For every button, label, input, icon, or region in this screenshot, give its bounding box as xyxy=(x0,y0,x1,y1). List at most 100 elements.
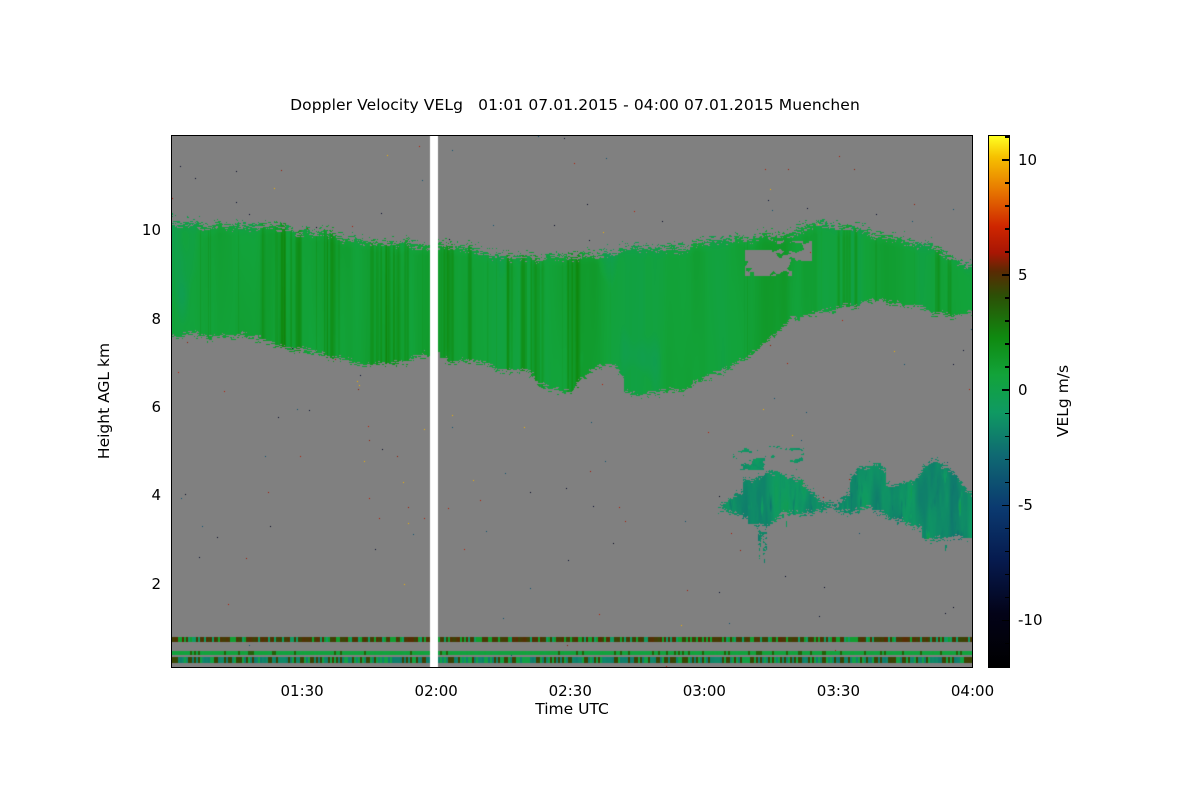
x-tick-top xyxy=(547,135,549,136)
y-tick-right xyxy=(972,516,973,518)
y-tick-right xyxy=(972,229,973,231)
y-tick-minor xyxy=(171,141,172,143)
x-tick-top xyxy=(860,135,862,136)
x-tick-top xyxy=(591,135,593,136)
y-tick-minor xyxy=(171,560,172,562)
x-tick-top xyxy=(949,135,951,136)
y-tick-minor xyxy=(171,185,172,187)
x-tick-top xyxy=(681,135,683,136)
colorbar-tick xyxy=(1005,251,1009,253)
colorbar-tick xyxy=(1005,320,1009,322)
y-tick-minor xyxy=(171,472,172,474)
x-tick-minor xyxy=(927,667,929,668)
colorbar-tick-label: 10 xyxy=(1018,150,1038,169)
x-tick-top xyxy=(837,135,839,136)
x-tick-minor xyxy=(949,667,951,668)
y-tick-minor xyxy=(171,361,172,363)
y-tick-right xyxy=(972,163,973,165)
x-tick-top xyxy=(927,135,929,136)
x-tick-minor xyxy=(636,667,638,668)
colorbar-tick xyxy=(1005,458,1009,461)
x-tick-label: 03:00 xyxy=(682,682,726,700)
y-tick-label: 8 xyxy=(151,309,161,328)
x-tick-minor xyxy=(256,667,258,668)
x-tick-top xyxy=(457,135,459,136)
y-tick-right xyxy=(972,273,973,275)
y-tick-right xyxy=(972,560,973,562)
y-tick-right xyxy=(972,207,973,209)
y-tick-right xyxy=(972,251,973,253)
x-tick-minor xyxy=(368,667,370,668)
x-tick-minor xyxy=(904,667,906,668)
colorbar-tick xyxy=(1005,136,1009,138)
y-tick-label: 6 xyxy=(151,397,161,416)
x-tick-major xyxy=(301,667,303,668)
x-tick-top xyxy=(636,135,638,136)
y-tick-minor xyxy=(171,163,172,165)
colorbar-tick xyxy=(1005,182,1009,184)
colorbar-tick xyxy=(1002,159,1009,161)
plot-title: Doppler Velocity VELg 01:01 07.01.2015 -… xyxy=(290,96,860,114)
doppler-velocity-heatmap xyxy=(172,136,972,667)
x-tick-minor xyxy=(390,667,392,668)
x-tick-major xyxy=(971,667,973,668)
y-tick-right xyxy=(972,649,973,651)
x-tick-top xyxy=(815,135,817,136)
x-tick-label: 02:00 xyxy=(414,682,458,700)
x-tick-top xyxy=(346,135,348,136)
y-tick-minor xyxy=(171,207,172,209)
x-tick-top xyxy=(971,135,973,136)
x-tick-top xyxy=(301,135,303,136)
x-tick-top xyxy=(211,135,213,136)
x-tick-top xyxy=(256,135,258,136)
y-tick-right xyxy=(972,428,973,430)
x-tick-top xyxy=(368,135,370,136)
y-tick-major xyxy=(171,406,172,408)
y-axis-title: Height AGL km xyxy=(95,342,113,460)
y-tick-minor xyxy=(171,649,172,651)
colorbar-tick xyxy=(1002,274,1009,276)
x-tick-minor xyxy=(882,667,884,668)
y-tick-right xyxy=(972,141,973,143)
y-tick-right xyxy=(972,494,973,496)
x-tick-major xyxy=(569,667,571,668)
colorbar-tick xyxy=(1002,619,1009,622)
colorbar-tick xyxy=(1002,389,1009,391)
x-tick-minor xyxy=(211,667,213,668)
y-tick-major xyxy=(171,229,172,231)
y-tick-minor xyxy=(171,295,172,297)
colorbar-tick xyxy=(1005,412,1009,415)
x-tick-top xyxy=(189,135,191,136)
y-tick-right xyxy=(972,582,973,584)
x-tick-minor xyxy=(480,667,482,668)
y-tick-right xyxy=(972,626,973,628)
y-tick-right xyxy=(972,604,973,606)
x-tick-top xyxy=(882,135,884,136)
y-tick-right xyxy=(972,339,973,341)
x-tick-label: 03:30 xyxy=(816,682,861,700)
y-tick-right xyxy=(972,185,973,187)
colorbar-tick xyxy=(1005,596,1009,599)
x-tick-top xyxy=(614,135,616,136)
x-tick-minor xyxy=(815,667,817,668)
y-tick-right xyxy=(972,450,973,452)
x-tick-minor xyxy=(323,667,325,668)
x-tick-major xyxy=(703,667,705,668)
colorbar-tick xyxy=(1005,666,1009,668)
x-tick-top xyxy=(480,135,482,136)
plot-area xyxy=(171,135,973,668)
y-tick-minor xyxy=(171,428,172,430)
colorbar-tick xyxy=(1005,297,1009,299)
colorbar-tick xyxy=(1005,343,1009,345)
colorbar-tick-label: -5 xyxy=(1018,496,1033,515)
y-tick-minor xyxy=(171,516,172,518)
x-tick-label: 04:00 xyxy=(950,682,995,700)
y-tick-right xyxy=(972,472,973,474)
y-tick-major xyxy=(171,317,172,319)
x-tick-top xyxy=(703,135,705,136)
x-tick-minor xyxy=(860,667,862,668)
y-tick-label: 4 xyxy=(151,486,161,505)
x-tick-minor xyxy=(234,667,236,668)
y-tick-label: 2 xyxy=(151,574,161,593)
